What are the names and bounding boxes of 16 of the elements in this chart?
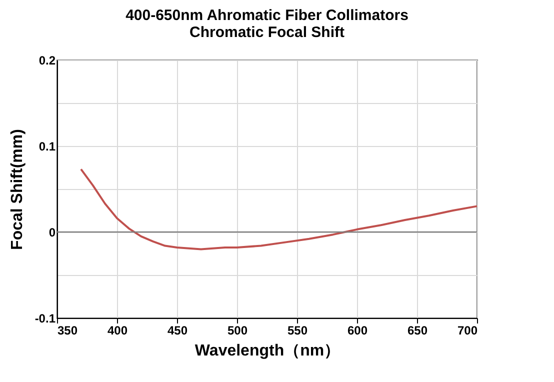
x-tick-label: 500 bbox=[227, 324, 248, 338]
x-axis-title: Wavelength（nm） bbox=[194, 342, 340, 360]
text: -0.1 bbox=[34, 312, 56, 326]
x-tick-label: 650 bbox=[407, 324, 428, 338]
x-tick-label: 350 bbox=[58, 324, 78, 338]
y-axis-title: Focal Shift(mm) bbox=[8, 129, 26, 250]
x-tick-label: 700 bbox=[457, 324, 478, 338]
x-tick-label: 550 bbox=[287, 324, 308, 338]
x-tick-label: 600 bbox=[347, 324, 368, 338]
y-tick-label: 0.1 bbox=[38, 140, 56, 154]
y-tick-label: 0.2 bbox=[38, 54, 56, 68]
x-tick-label: 450 bbox=[167, 324, 188, 338]
y-tick-label: 0 bbox=[48, 226, 56, 240]
x-tick-label: 400 bbox=[107, 324, 128, 338]
chart-title: 400-650nm Ahromatic Fiber Collimators Chromatic Focal Shift bbox=[126, 7, 408, 41]
line-series bbox=[80, 168, 478, 250]
